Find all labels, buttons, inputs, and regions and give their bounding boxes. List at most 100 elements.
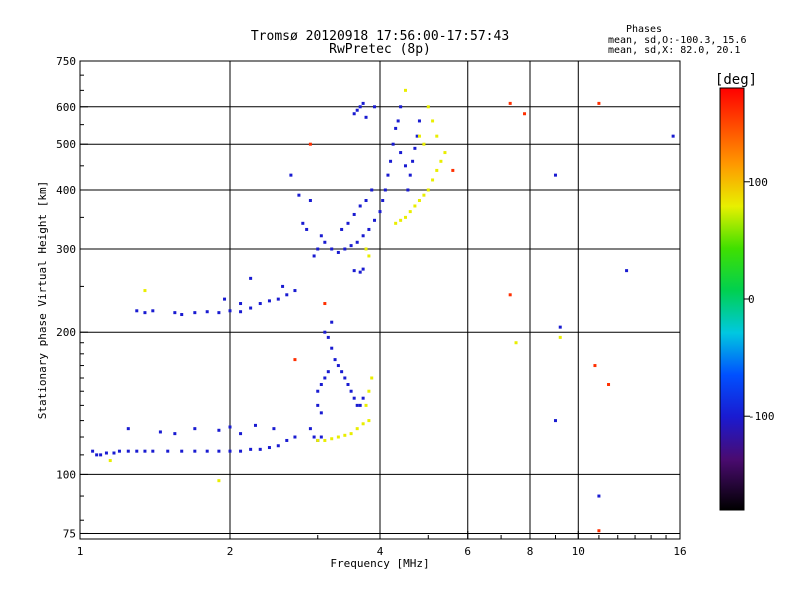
- y-tick-label: 100: [56, 468, 76, 481]
- data-point: [352, 269, 356, 273]
- data-point: [593, 364, 597, 368]
- x-tick-label: 4: [377, 545, 384, 558]
- data-point: [367, 389, 371, 393]
- x-axis: 1 2 4 6 8 10 16: [77, 531, 687, 558]
- data-point: [336, 364, 340, 368]
- data-point: [361, 422, 365, 426]
- data-point: [126, 427, 130, 431]
- data-point: [217, 311, 221, 315]
- data-point: [323, 330, 327, 334]
- data-point: [312, 254, 316, 258]
- data-point: [253, 423, 257, 427]
- data-point: [358, 105, 362, 109]
- data-point: [316, 438, 320, 442]
- data-point: [370, 188, 374, 192]
- data-point: [355, 240, 359, 244]
- data-point: [289, 173, 293, 177]
- data-point: [267, 446, 271, 450]
- data-point: [431, 178, 435, 182]
- data-point: [143, 289, 147, 293]
- data-point: [378, 210, 382, 214]
- x-axis-label: Frequency [MHz]: [330, 557, 429, 570]
- data-point: [381, 199, 385, 203]
- data-point: [319, 435, 323, 439]
- data-point: [406, 188, 410, 192]
- data-point: [323, 302, 327, 306]
- data-point: [173, 432, 177, 436]
- data-point: [352, 212, 356, 216]
- data-point: [671, 134, 675, 138]
- data-point: [205, 449, 209, 453]
- data-point: [126, 449, 130, 453]
- data-point: [553, 419, 557, 423]
- data-point: [383, 188, 387, 192]
- data-point: [285, 293, 289, 297]
- data-point: [112, 451, 116, 455]
- data-point: [597, 494, 601, 498]
- data-point: [373, 218, 377, 222]
- data-point: [451, 168, 455, 172]
- data-point: [276, 444, 280, 448]
- data-point: [108, 459, 112, 463]
- data-point: [426, 105, 430, 109]
- x-tick-label: 10: [572, 545, 585, 558]
- data-point: [364, 403, 368, 407]
- data-point: [370, 376, 374, 380]
- data-point: [293, 289, 297, 293]
- y-tick-label: 500: [56, 138, 76, 151]
- data-point: [239, 432, 243, 436]
- data-point: [316, 403, 320, 407]
- data-point: [508, 101, 512, 105]
- data-point: [180, 313, 184, 317]
- y-tick-label: 600: [56, 101, 76, 114]
- data-point: [319, 234, 323, 238]
- data-point: [312, 435, 316, 439]
- data-point: [223, 297, 227, 301]
- colorbar-ticks: 100 0 -100: [744, 176, 775, 423]
- data-point: [403, 88, 407, 92]
- data-point: [625, 269, 629, 273]
- data-point: [228, 425, 232, 429]
- x-tick-label: 6: [464, 545, 471, 558]
- data-point: [326, 335, 330, 339]
- data-point: [364, 247, 368, 251]
- chart-title: Tromsø 20120918 17:56:00-17:57:43: [251, 29, 509, 44]
- data-point: [239, 302, 243, 306]
- data-point: [316, 389, 320, 393]
- data-point: [117, 449, 121, 453]
- x-tick-label: 8: [527, 545, 534, 558]
- data-point: [336, 435, 340, 439]
- data-point: [394, 221, 398, 225]
- data-point: [415, 134, 419, 138]
- colorbar-tick-label: 0: [748, 293, 755, 306]
- data-point: [193, 449, 197, 453]
- y-tick-label: 400: [56, 184, 76, 197]
- data-point: [343, 376, 347, 380]
- data-point: [249, 276, 253, 280]
- data-point: [352, 396, 356, 400]
- data-point: [308, 427, 312, 431]
- data-point: [104, 451, 108, 455]
- data-point: [217, 449, 221, 453]
- data-point: [413, 204, 417, 208]
- data-point: [349, 389, 353, 393]
- data-point: [403, 215, 407, 219]
- data-point: [443, 151, 447, 155]
- stats-x-line: mean, sd,X: 82.0, 20.1: [608, 45, 740, 56]
- data-point: [597, 529, 601, 533]
- data-point: [305, 227, 309, 231]
- data-point: [330, 247, 334, 251]
- data-point: [330, 437, 334, 441]
- data-point: [249, 306, 253, 310]
- data-point: [411, 159, 415, 163]
- colorbar-tick-label: -100: [748, 410, 775, 423]
- data-point: [361, 234, 365, 238]
- data-point: [523, 112, 527, 116]
- data-point: [607, 383, 611, 387]
- data-point: [391, 142, 395, 146]
- data-point: [336, 250, 340, 254]
- data-point: [285, 438, 289, 442]
- data-point: [293, 435, 297, 439]
- data-point: [346, 383, 350, 387]
- data-point: [352, 112, 356, 116]
